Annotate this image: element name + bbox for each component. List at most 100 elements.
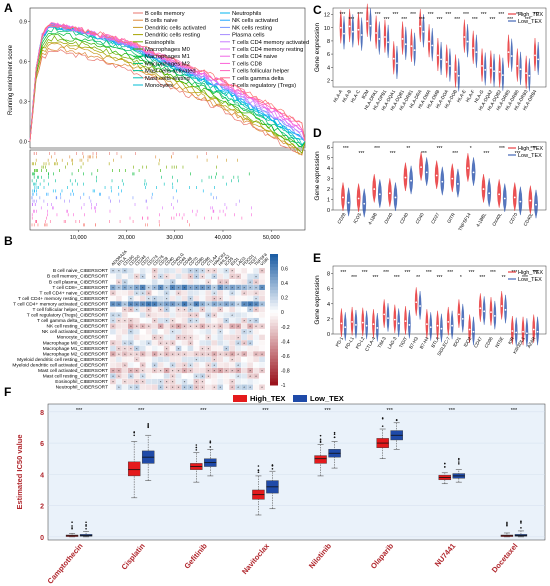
panel-a-xtick-label: 50,000 (263, 235, 280, 241)
violin-sig-label: *** (483, 151, 489, 157)
panel-b-cell (217, 312, 224, 319)
violin-ytick-label: 0 (327, 332, 330, 338)
panel-b-col-label: IDO1 (229, 256, 240, 267)
panel-b-row-label: T cell CD4+ naive_CIBERSORT (40, 290, 109, 296)
panel-b-sig-mark: * (172, 330, 174, 335)
violin-sig-label: *** (525, 17, 531, 23)
panel-b-cell (133, 362, 140, 368)
panel-b-cell (211, 378, 218, 385)
panel-b-cell (217, 356, 224, 363)
panel-b-cell (241, 278, 248, 285)
panel-b-sig-mark: * (190, 285, 192, 290)
violin-sig-label: *** (392, 12, 398, 18)
panel-b-row-label: Macrophage M2_CIBERSORT (43, 351, 108, 357)
panel-b-cell (175, 378, 182, 385)
panel-b-cell (211, 373, 218, 380)
panel-b-sig-mark: * (124, 302, 126, 307)
panel-b-sig-mark: * (208, 374, 210, 379)
panel-b-sig-mark: * (118, 269, 120, 274)
panel-a-curve (29, 46, 306, 156)
panel-b-scale-step (270, 263, 278, 268)
panel-b-sig-mark: * (231, 369, 233, 374)
violin-legend-high: High_TEX (518, 146, 543, 152)
violin-median-dot (503, 197, 506, 200)
panel-b-sig-mark: * (237, 341, 239, 346)
violin-median-dot (475, 51, 478, 54)
panel-b-sig-mark: * (249, 324, 251, 329)
panel-b-cell (193, 306, 200, 313)
panel-b-scale-step (270, 254, 278, 258)
panel-b-cell (133, 317, 140, 324)
panel-b-sig-mark: * (184, 302, 186, 307)
panel-b-sig-mark: * (142, 352, 144, 357)
panel-f-outlier (333, 436, 336, 439)
violin-median-dot (532, 328, 535, 331)
panel-b-sig-mark: * (136, 346, 138, 351)
panel-b-sig-mark: * (225, 280, 227, 285)
panel-b-cell (169, 273, 176, 280)
panel-b-cell (121, 295, 128, 302)
panel-b-cell (199, 312, 206, 319)
panel-b-sig-mark: * (178, 324, 180, 329)
panel-f-sig-label: *** (262, 408, 269, 414)
panel-b-sig-mark: * (136, 324, 138, 329)
panel-b-sig-mark: * (214, 313, 216, 318)
panel-b-cell (163, 278, 170, 285)
panel-a-legend-label: Neutrophils (232, 11, 261, 17)
panel-b-sig-mark: * (172, 352, 174, 357)
violin-median-dot (522, 330, 524, 333)
panel-b-cell (258, 373, 266, 380)
violin-gene-label: B7-H4 (419, 336, 430, 350)
panel-b-cell (199, 295, 206, 302)
panel-b-cell (241, 373, 248, 380)
panel-f-outlier (506, 521, 508, 524)
violin-median-dot (376, 327, 379, 329)
violin-sig-label: *** (437, 275, 443, 281)
panel-f-outlier (444, 465, 446, 468)
panel-f-plot-area (47, 403, 546, 541)
panel-b-cell (223, 384, 230, 391)
panel-b-sig-mark: * (166, 352, 168, 357)
panel-b-sig-mark: * (202, 269, 204, 274)
panel-b-cell (157, 356, 164, 363)
violin-median-dot (413, 49, 416, 52)
panel-b-cell (193, 290, 200, 296)
panel-b-cell (229, 278, 236, 285)
panel-b-sig-mark: * (190, 313, 192, 318)
panel-b-cell (181, 290, 188, 296)
panel-a-legend-label: NK cells activated (232, 18, 278, 24)
panel-a-legend-label: Mast cells activated (145, 69, 196, 75)
panel-a-legend-label: Mast cells resting (145, 76, 190, 82)
panel-b-cell (193, 345, 200, 352)
violin-median-dot (365, 324, 368, 327)
panel-f-sig-label: *** (200, 408, 207, 414)
panel-b-cell (121, 356, 128, 363)
panel-b-sig-mark: * (172, 280, 174, 285)
panel-b-cell (205, 356, 212, 363)
panel-b-cell (133, 334, 140, 341)
panel-b-sig-mark: * (243, 291, 245, 296)
panel-b-sig-mark: * (255, 274, 257, 279)
panel-b-cell (127, 267, 134, 274)
panel-f-outlier (133, 434, 135, 437)
panel-b-cell (193, 339, 200, 346)
panel-b-sig-mark: * (184, 352, 186, 357)
panel-b-sig-mark: * (190, 324, 192, 329)
violin-median-dot (361, 321, 364, 324)
panel-b-sig-mark: * (202, 380, 204, 385)
panel-b-cell (139, 384, 146, 391)
violin-sig-label: *** (357, 12, 363, 18)
panel-b-sig-mark: * (112, 369, 114, 374)
panel-f-outlier (319, 441, 322, 443)
panel-b-cell (151, 384, 158, 391)
violin-legend-low: Low_TEX (518, 19, 542, 25)
panel-f-outlier (458, 461, 460, 463)
panel-a-legend-label: Monocytes (145, 83, 173, 89)
violin-gene-label: HLA-E (456, 89, 467, 103)
panel-b-cell (187, 328, 194, 335)
violin-sig-label: *** (394, 275, 400, 281)
panel-b-cell (115, 378, 123, 385)
violin-sig-label: *** (437, 146, 443, 152)
violin-sig-label: *** (359, 151, 365, 157)
